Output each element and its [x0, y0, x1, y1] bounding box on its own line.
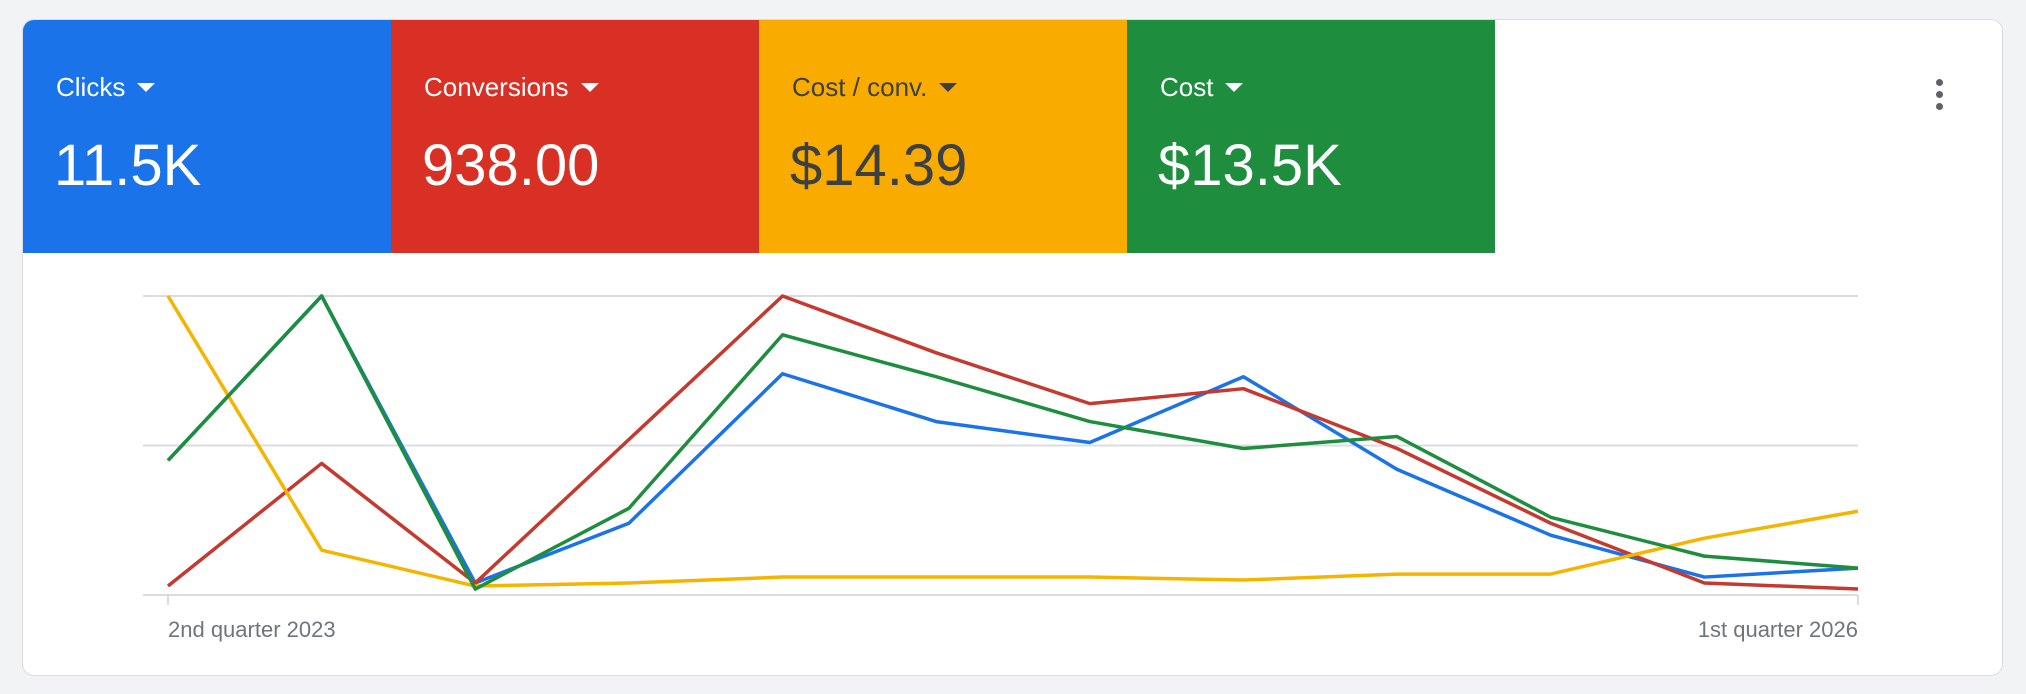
- metric-value: $13.5K: [1158, 133, 1342, 198]
- metric-label: Cost: [1160, 72, 1214, 102]
- series-line-clicks: [166, 294, 1859, 585]
- metric-label: Cost / conv.: [792, 72, 928, 102]
- dropdown-caret-icon: [939, 83, 958, 92]
- metric-tile-cost[interactable]: Cost $13.5K: [1127, 20, 1495, 253]
- x-tick-label-start: 2nd quarter 2023: [168, 617, 336, 642]
- metric-tile-conversions[interactable]: Conversions 938.00: [391, 20, 759, 253]
- series-line-cost-conv-: [166, 295, 1859, 588]
- metric-label-wrap: Conversions: [424, 72, 599, 103]
- performance-card: Clicks 11.5K Conversions 938.00 Cost / c…: [22, 19, 2003, 676]
- metric-label-wrap: Clicks: [56, 72, 156, 103]
- dropdown-caret-icon: [1225, 83, 1244, 92]
- metric-label-wrap: Cost: [1160, 72, 1244, 103]
- more-vert-icon[interactable]: [1927, 72, 1951, 116]
- x-tick-label-end: 1st quarter 2026: [1698, 617, 1858, 642]
- metric-value: $14.39: [790, 133, 968, 198]
- metric-tile-cost-per-conv[interactable]: Cost / conv. $14.39: [759, 20, 1127, 253]
- metric-value: 11.5K: [54, 133, 202, 198]
- dropdown-caret-icon: [137, 83, 156, 92]
- metric-label: Conversions: [424, 72, 569, 102]
- dropdown-caret-icon: [580, 83, 599, 92]
- metric-tile-clicks[interactable]: Clicks 11.5K: [23, 20, 391, 253]
- metric-label-wrap: Cost / conv.: [792, 72, 958, 103]
- metric-tiles: Clicks 11.5K Conversions 938.00 Cost / c…: [23, 20, 1495, 253]
- metric-value: 938.00: [422, 133, 600, 198]
- series-line-conversions: [166, 294, 1859, 591]
- series-line-cost: [166, 294, 1859, 591]
- line-chart: 2nd quarter 2023 1st quarter 2026: [143, 294, 1859, 642]
- metric-label: Clicks: [56, 72, 126, 102]
